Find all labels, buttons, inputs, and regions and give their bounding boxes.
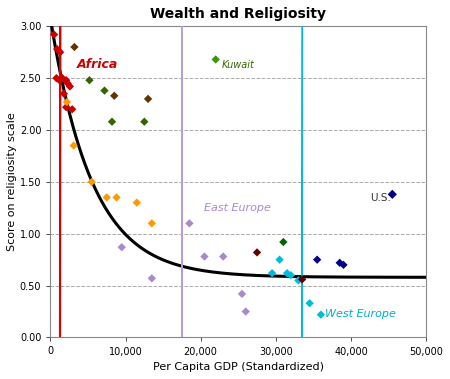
Text: West Europe: West Europe: [324, 309, 396, 319]
Point: [54, 46, 61, 52]
Point: [71, 44, 78, 50]
Point: [336, 260, 343, 266]
Point: [63, 77, 70, 83]
Point: [111, 93, 118, 99]
Point: [63, 99, 71, 105]
Point: [314, 257, 321, 263]
Point: [108, 119, 116, 125]
Point: [253, 249, 261, 255]
Point: [276, 257, 283, 263]
Point: [88, 179, 95, 185]
Point: [298, 276, 306, 282]
Y-axis label: Score on religiosity scale: Score on religiosity scale: [7, 113, 17, 251]
Point: [64, 80, 71, 86]
Point: [59, 75, 66, 81]
Point: [389, 191, 396, 197]
Point: [57, 49, 64, 55]
Point: [287, 272, 294, 278]
Point: [201, 254, 208, 260]
Point: [66, 83, 73, 89]
Point: [101, 88, 108, 94]
Point: [148, 220, 155, 226]
Point: [340, 262, 347, 268]
Point: [70, 143, 77, 149]
X-axis label: Per Capita GDP (Standardized): Per Capita GDP (Standardized): [153, 362, 324, 372]
Text: Kuwait: Kuwait: [222, 60, 255, 70]
Point: [118, 244, 126, 250]
Point: [60, 91, 68, 97]
Text: East Europe: East Europe: [204, 203, 271, 213]
Point: [317, 312, 324, 318]
Point: [186, 220, 193, 226]
Point: [68, 106, 76, 112]
Point: [280, 239, 287, 245]
Point: [56, 77, 63, 83]
Point: [269, 270, 276, 276]
Point: [141, 119, 148, 125]
Point: [306, 300, 313, 306]
Point: [220, 254, 227, 260]
Point: [148, 275, 155, 281]
Text: Africa: Africa: [76, 58, 118, 71]
Point: [212, 56, 219, 63]
Point: [103, 194, 110, 200]
Point: [242, 309, 249, 315]
Point: [144, 96, 152, 102]
Point: [238, 291, 246, 297]
Point: [113, 194, 120, 200]
Title: Wealth and Religiosity: Wealth and Religiosity: [150, 7, 326, 21]
Point: [86, 77, 93, 83]
Point: [50, 31, 58, 38]
Point: [63, 104, 70, 110]
Point: [53, 75, 60, 81]
Point: [133, 200, 140, 206]
Point: [284, 270, 291, 276]
Text: U.S.: U.S.: [370, 193, 391, 202]
Point: [295, 277, 302, 283]
